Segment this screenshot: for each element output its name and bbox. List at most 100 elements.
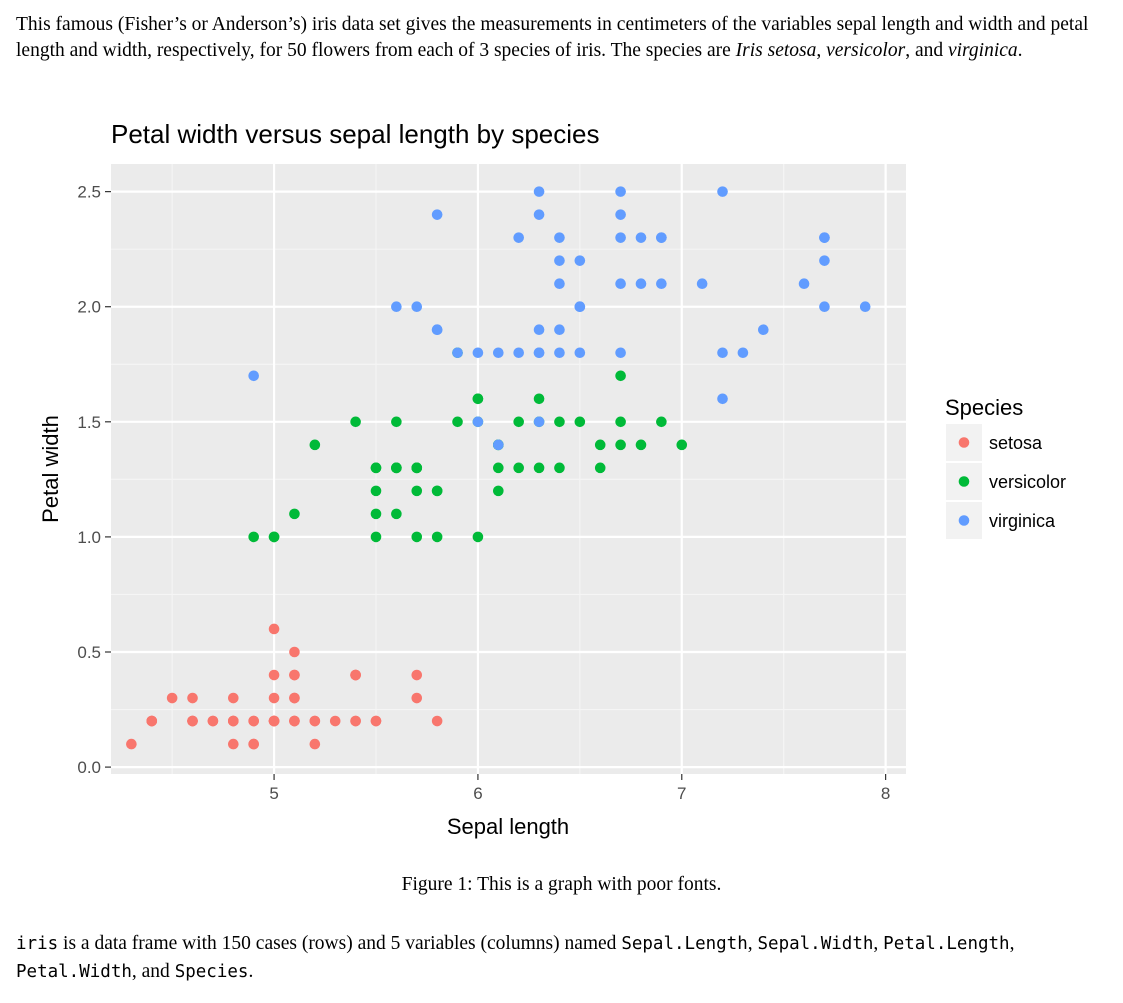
outro-text-2: , and: [131, 961, 175, 982]
point-versicolor: [391, 416, 402, 428]
point-setosa: [309, 738, 321, 750]
x-tick-label: 8: [881, 784, 890, 803]
point-versicolor: [472, 393, 484, 405]
point-setosa: [289, 692, 300, 704]
point-setosa: [411, 669, 423, 681]
point-versicolor: [513, 416, 524, 428]
x-tick-label: 7: [677, 784, 686, 803]
code-sepal-length: Sepal.Length: [621, 934, 748, 954]
point-virginica: [431, 324, 443, 336]
point-versicolor: [289, 508, 300, 520]
point-setosa: [228, 692, 239, 704]
point-versicolor: [452, 416, 463, 428]
point-versicolor: [370, 531, 382, 543]
point-virginica: [819, 255, 830, 266]
point-virginica: [819, 301, 830, 313]
intro-comma: ,: [816, 40, 827, 61]
point-setosa: [289, 669, 300, 681]
y-tick-label: 2.5: [77, 183, 101, 202]
legend: Species setosa versicolor virginica: [945, 395, 1066, 539]
y-tick-label: 2.0: [77, 298, 101, 317]
point-virginica: [391, 301, 402, 313]
point-setosa: [289, 715, 300, 727]
point-virginica: [472, 347, 484, 359]
point-virginica: [717, 186, 728, 197]
intro-paragraph: This famous (Fisher’s or Anderson’s) iri…: [16, 12, 1111, 64]
outro-comma-1: ,: [747, 933, 758, 954]
intro-and: , and: [905, 40, 948, 61]
legend-label-versicolor: versicolor: [989, 472, 1066, 492]
point-setosa: [329, 715, 341, 727]
point-virginica: [615, 278, 626, 289]
outro-period: .: [248, 961, 254, 982]
point-setosa: [309, 715, 321, 727]
point-versicolor: [615, 370, 626, 382]
point-setosa: [146, 715, 158, 727]
point-versicolor: [554, 416, 565, 428]
point-versicolor: [431, 531, 443, 543]
point-versicolor: [513, 462, 524, 474]
point-virginica: [737, 347, 749, 359]
legend-label-virginica: virginica: [989, 511, 1056, 531]
point-versicolor: [533, 393, 545, 405]
point-virginica: [615, 347, 626, 359]
point-versicolor: [635, 439, 647, 451]
point-virginica: [493, 347, 504, 359]
point-virginica: [574, 347, 586, 359]
y-tick-label: 0.5: [77, 643, 101, 662]
point-versicolor: [391, 462, 402, 474]
intro-period: .: [1017, 40, 1023, 61]
point-versicolor: [493, 485, 504, 497]
code-species: Species: [174, 962, 249, 982]
point-setosa: [207, 715, 219, 727]
point-versicolor: [391, 508, 402, 520]
point-virginica: [615, 232, 626, 243]
y-tick-label: 1.0: [77, 528, 101, 547]
point-versicolor: [370, 508, 382, 520]
point-setosa: [166, 692, 178, 704]
point-setosa: [268, 669, 280, 681]
point-versicolor: [533, 462, 545, 474]
point-versicolor: [431, 485, 443, 497]
point-versicolor: [472, 531, 484, 543]
point-versicolor: [493, 462, 504, 474]
point-virginica: [533, 347, 545, 359]
species-setosa-name: Iris setosa: [735, 40, 817, 61]
code-sepal-width: Sepal.Width: [757, 934, 874, 954]
point-virginica: [656, 232, 667, 243]
grid-lines: [111, 164, 906, 774]
point-virginica: [472, 416, 484, 428]
point-versicolor: [411, 485, 423, 497]
chart-title: Petal width versus sepal length by speci…: [111, 119, 600, 149]
x-tick-label: 5: [269, 784, 278, 803]
point-virginica: [554, 324, 565, 336]
point-virginica: [554, 278, 565, 289]
point-virginica: [554, 347, 565, 359]
point-virginica: [717, 393, 728, 405]
point-setosa: [289, 646, 300, 658]
point-versicolor: [411, 462, 423, 474]
point-virginica: [533, 186, 545, 197]
axes: 5 6 7 8 0.0 0.5 1.0 1.5 2.0 2.5: [77, 183, 890, 803]
point-versicolor: [309, 439, 321, 451]
legend-label-setosa: setosa: [989, 433, 1043, 453]
point-versicolor: [350, 416, 361, 428]
point-versicolor: [411, 531, 423, 543]
point-setosa: [431, 715, 443, 727]
point-setosa: [187, 715, 198, 727]
point-virginica: [513, 232, 524, 243]
outro-paragraph: iris is a data frame with 150 cases (row…: [16, 930, 1111, 986]
point-virginica: [533, 209, 545, 220]
point-virginica: [717, 347, 728, 359]
point-versicolor: [370, 462, 382, 474]
point-setosa: [248, 738, 259, 750]
point-versicolor: [554, 462, 565, 474]
legend-dot-versicolor: [958, 476, 970, 487]
code-iris: iris: [16, 934, 59, 954]
point-virginica: [533, 416, 545, 428]
outro-comma-3: ,: [1009, 933, 1015, 954]
point-setosa: [350, 669, 361, 681]
point-setosa: [411, 692, 423, 704]
species-virginica-name: virginica: [947, 40, 1018, 61]
x-tick-label: 6: [473, 784, 482, 803]
